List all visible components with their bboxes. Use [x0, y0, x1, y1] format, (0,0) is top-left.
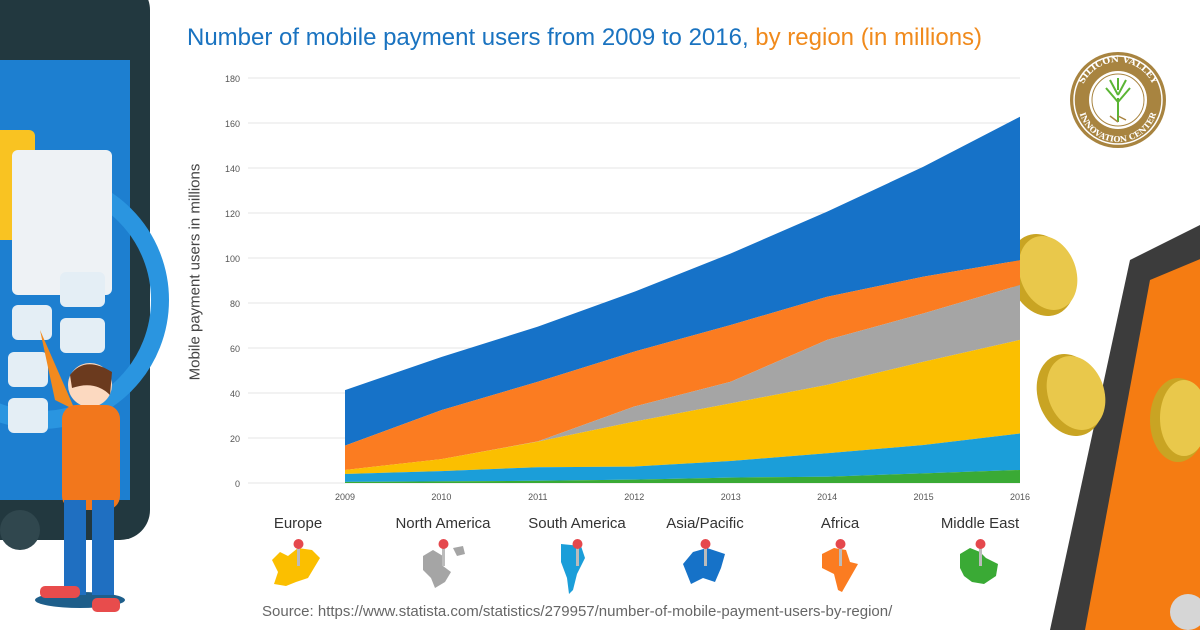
- legend-label: Middle East: [940, 515, 1020, 532]
- phone-illustration-right: [1050, 225, 1200, 630]
- source-citation: Source: https://www.statista.com/statist…: [262, 603, 893, 620]
- pin-head: [572, 539, 583, 549]
- region-map-pin-icon: [683, 539, 725, 584]
- region-map-shape: [561, 544, 585, 594]
- y-tick-label: 120: [225, 209, 240, 219]
- x-tick-label: 2016: [1010, 492, 1030, 502]
- region-map-pin-icon: [960, 539, 998, 584]
- legend-label: North America: [395, 515, 491, 532]
- silicon-valley-innovation-center-logo: SILICON VALLEY INNOVATION CENTER: [1070, 52, 1166, 148]
- area-middle-east: [345, 469, 1020, 483]
- y-tick-label: 0: [235, 479, 240, 489]
- stacked-area-chart: 0 20 40 60 80 100 120 140 160 180 2009 2010 2011 201…: [225, 74, 1030, 502]
- y-tick-label: 140: [225, 164, 240, 174]
- legend-item-middle-east: Middle East: [905, 515, 1055, 598]
- legend-label: Europe: [273, 515, 323, 532]
- legend-item-north-america: North America: [368, 515, 518, 598]
- y-axis-label: Mobile payment users in millions: [186, 163, 204, 381]
- pin-stem: [576, 544, 579, 566]
- x-tick-label: 2011: [528, 492, 547, 502]
- pin-head: [835, 539, 846, 549]
- region-map-pin-icon: [423, 539, 465, 588]
- chart-title: Number of mobile payment users from 2009…: [187, 24, 982, 52]
- legend-label: Africa: [820, 515, 860, 532]
- x-tick-label: 2009: [335, 492, 355, 502]
- x-tick-label: 2013: [721, 492, 741, 502]
- pin-stem: [839, 544, 842, 566]
- coins-decoration: [1008, 234, 1200, 462]
- y-tick-label: 160: [225, 119, 240, 129]
- legend-item-africa: Africa: [765, 515, 915, 598]
- pin-stem: [442, 544, 445, 566]
- legend-item-europe: Europe: [223, 515, 373, 598]
- pin-stem: [979, 544, 982, 566]
- legend-item-south-america: South America: [502, 515, 652, 598]
- y-tick-label: 40: [230, 389, 240, 399]
- y-tick-label: 180: [225, 74, 240, 84]
- region-map-pin-icon: [822, 539, 858, 592]
- pin-stem: [704, 544, 707, 566]
- area-south-america: [345, 433, 1020, 482]
- legend-item-asia-pacific: Asia/Pacific: [630, 515, 780, 598]
- y-tick-label: 20: [230, 434, 240, 444]
- title-region: by region (in millions): [748, 24, 983, 51]
- y-tick-label: 80: [230, 299, 240, 309]
- area-asia-pacific: [345, 116, 1020, 446]
- area-africa: [345, 260, 1020, 470]
- phone-illustration-left: [0, 0, 169, 612]
- pin-head: [700, 539, 711, 549]
- region-map-shape: [423, 546, 465, 588]
- region-map-pin-icon: [272, 539, 320, 586]
- x-tick-label: 2015: [914, 492, 934, 502]
- y-tick-label: 100: [225, 254, 240, 264]
- legend-label: South America: [528, 515, 626, 532]
- region-map-shape: [822, 548, 858, 592]
- region-map-pin-icon: [561, 539, 585, 594]
- region-map-shape: [272, 548, 320, 586]
- x-tick-label: 2010: [431, 492, 451, 502]
- y-tick-label: 60: [230, 344, 240, 354]
- pin-head: [293, 539, 304, 549]
- title-main: Number of mobile payment users from 2009…: [187, 24, 749, 51]
- pin-head: [975, 539, 986, 549]
- area-europe: [345, 339, 1020, 474]
- legend-label: Asia/Pacific: [666, 515, 744, 532]
- x-tick-label: 2014: [817, 492, 837, 502]
- x-tick-label: 2012: [624, 492, 644, 502]
- pin-head: [438, 539, 449, 549]
- pin-stem: [297, 544, 300, 566]
